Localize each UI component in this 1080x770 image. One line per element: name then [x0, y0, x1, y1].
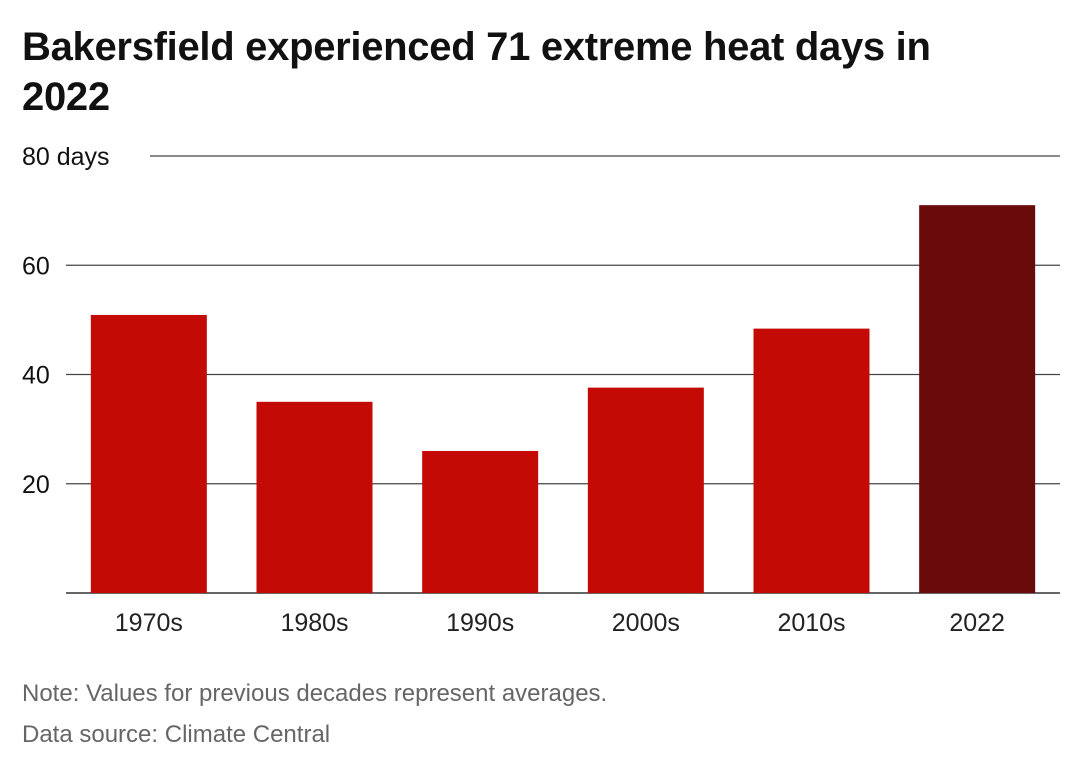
y-tick-label: 80 days: [22, 143, 110, 171]
y-tick-label-bg: [20, 468, 54, 501]
y-tick-label: 60: [22, 252, 50, 280]
gridlines: 20 40 60 80 days: [20, 141, 1060, 594]
x-tick-label: 1970s: [115, 609, 183, 637]
bar-1980s: [256, 401, 373, 593]
x-tick-label: 1980s: [280, 609, 348, 637]
footnote: Note: Values for previous decades repres…: [22, 680, 608, 707]
data-source: Data source: Climate Central: [22, 721, 331, 748]
x-tick-label: 1990s: [446, 609, 514, 637]
y-tick-label: 20: [22, 471, 50, 499]
bar-2010s: [753, 328, 870, 593]
chart-title: Bakersfield experienced 71 extreme heat …: [22, 25, 931, 119]
y-tick-label-bg: [20, 141, 114, 173]
bar-1970s: [90, 314, 207, 593]
bar-2000s: [587, 387, 704, 593]
bars: [90, 205, 1036, 593]
bar-1990s: [422, 450, 539, 593]
y-tick-label-bg: [20, 250, 54, 283]
y-tick-label: 40: [22, 362, 50, 390]
x-axis-labels: 1970s 1980s 1990s 2000s 2010s 2022: [115, 609, 1005, 637]
y-tick-label-bg: [20, 359, 54, 392]
x-tick-label: 2010s: [777, 609, 845, 637]
x-tick-label: 2022: [949, 609, 1005, 637]
x-tick-label: 2000s: [612, 609, 680, 637]
bar-2022: [919, 205, 1036, 593]
